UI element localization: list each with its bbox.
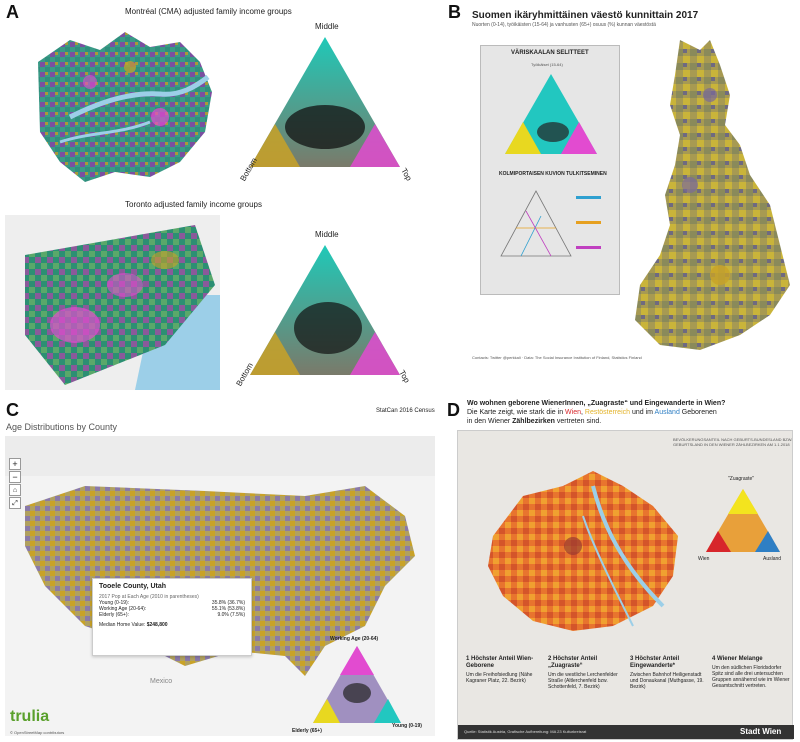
finland-map: [620, 35, 795, 365]
tooltip-row: Working Age (20-64): 55.1% (53.8%): [99, 606, 245, 612]
panel-label-b: B: [448, 2, 461, 22]
vienna-stat: 2 Höchster Anteil „Zuagraste“ Um die wes…: [548, 656, 618, 690]
tooltip-county: Tooele County, Utah: [99, 583, 167, 590]
panel-label-a: A: [6, 2, 19, 22]
finland-title: Suomen ikäryhmittäinen väestö kunnittain…: [472, 10, 699, 21]
panel-label-c: C: [6, 400, 19, 420]
vienna-stat: 1 Höchster Anteil Wien-Geborene Um die F…: [466, 656, 534, 684]
trulia-logo: trulia: [10, 708, 50, 725]
usa-ternary: [310, 643, 405, 728]
finland-legend-subtitle: KOLMIPORTAISEN KUVION TULKITSEMINEN: [499, 171, 607, 177]
montreal-map: [30, 22, 220, 187]
tooltip-row: Young (0-19): 35.8% (36.7%): [99, 600, 245, 606]
finland-legend-title: VÄRISKAALAN SELITTEET: [511, 50, 589, 56]
finland-legend-box: VÄRISKAALAN SELITTEET Työikäiset (15-64)…: [480, 45, 620, 295]
toronto-title: Toronto adjusted family income groups: [125, 200, 262, 209]
panel-b: B Suomen ikäryhmittäinen väestö kunnitta…: [440, 0, 800, 395]
vienna-legend-left: Wien: [698, 556, 710, 562]
map-home-button[interactable]: ⌂: [9, 484, 21, 496]
panel-c: C Age Distributions by County StatCan 20…: [0, 398, 440, 742]
finland-legend-apex: Työikäiset (15-64): [531, 62, 563, 67]
finland-subtitle: Nuorten (0-14), työikäisten (15-64) ja v…: [472, 22, 656, 28]
usa-ternary-apex: Working Age (20-64): [330, 636, 379, 642]
vienna-legend-caption: BEVÖLKERUNGSANTEIL NACH GEBURTS-BUNDESLA…: [673, 437, 793, 447]
usa-source: StatCan 2016 Census: [376, 408, 435, 414]
toronto-ternary-apex: Middle: [315, 230, 339, 239]
tooltip-row: Elderly (65+): 9.0% (7.5%): [99, 612, 245, 618]
usa-ternary-left: Elderly (65+): [292, 728, 322, 734]
vienna-stat: 4 Wiener Melange Um den südlichen Florid…: [712, 656, 790, 689]
panel-d: D Wo wohnen geborene WienerInnen, „Zuagr…: [445, 398, 800, 742]
panel-a: A Montréal (CMA) adjusted family income …: [0, 0, 430, 395]
montreal-ternary-apex: Middle: [315, 22, 339, 31]
tooltip-median: Median Home Value: $248,800: [99, 622, 168, 628]
toronto-ternary: [240, 240, 410, 390]
vienna-stat: 3 Höchster Anteil Eingewanderte* Zwische…: [630, 656, 704, 690]
vienna-legend-apex: "Zuagraste": [728, 476, 755, 482]
tooltip-caption: 2017 Pop at Each Age (2010 in parenthese…: [99, 594, 199, 600]
map-zoom-in-button[interactable]: +: [9, 458, 21, 470]
vienna-legend-right: Ausland: [763, 556, 782, 562]
vienna-footer: Quelle: Statistik Austria, Grafische Auf…: [464, 729, 587, 734]
stadt-wien-logo: Stadt Wien: [740, 727, 782, 736]
montreal-ternary: [240, 32, 410, 182]
usa-title: Age Distributions by County: [6, 422, 118, 432]
usa-attribution: © OpenStreetMap contributors: [10, 730, 65, 735]
toronto-map: [5, 215, 220, 390]
vienna-poster: BEVÖLKERUNGSANTEIL NACH GEBURTS-BUNDESLA…: [457, 430, 794, 740]
montreal-title: Montréal (CMA) adjusted family income gr…: [125, 7, 292, 16]
mexico-label: Mexico: [150, 678, 173, 685]
county-tooltip: Tooele County, Utah 2017 Pop at Each Age…: [92, 578, 252, 656]
panel-label-d: D: [447, 400, 460, 420]
finland-footer: Contacts: Twitter @perkkali · Data: The …: [472, 355, 642, 360]
map-fullscreen-button[interactable]: ⤢: [9, 497, 21, 509]
usa-ternary-right: Young (0-19): [392, 723, 422, 729]
vienna-subtitle-1: Die Karte zeigt, wie stark die in Wien, …: [467, 409, 717, 416]
map-zoom-out-button[interactable]: −: [9, 471, 21, 483]
vienna-footer-bar: Quelle: Statistik Austria, Grafische Auf…: [458, 725, 794, 739]
vienna-subtitle-2: in den Wiener Zählbezirken vertreten sin…: [467, 418, 602, 425]
vienna-title: Wo wohnen geborene WienerInnen, „Zuagras…: [467, 400, 726, 407]
